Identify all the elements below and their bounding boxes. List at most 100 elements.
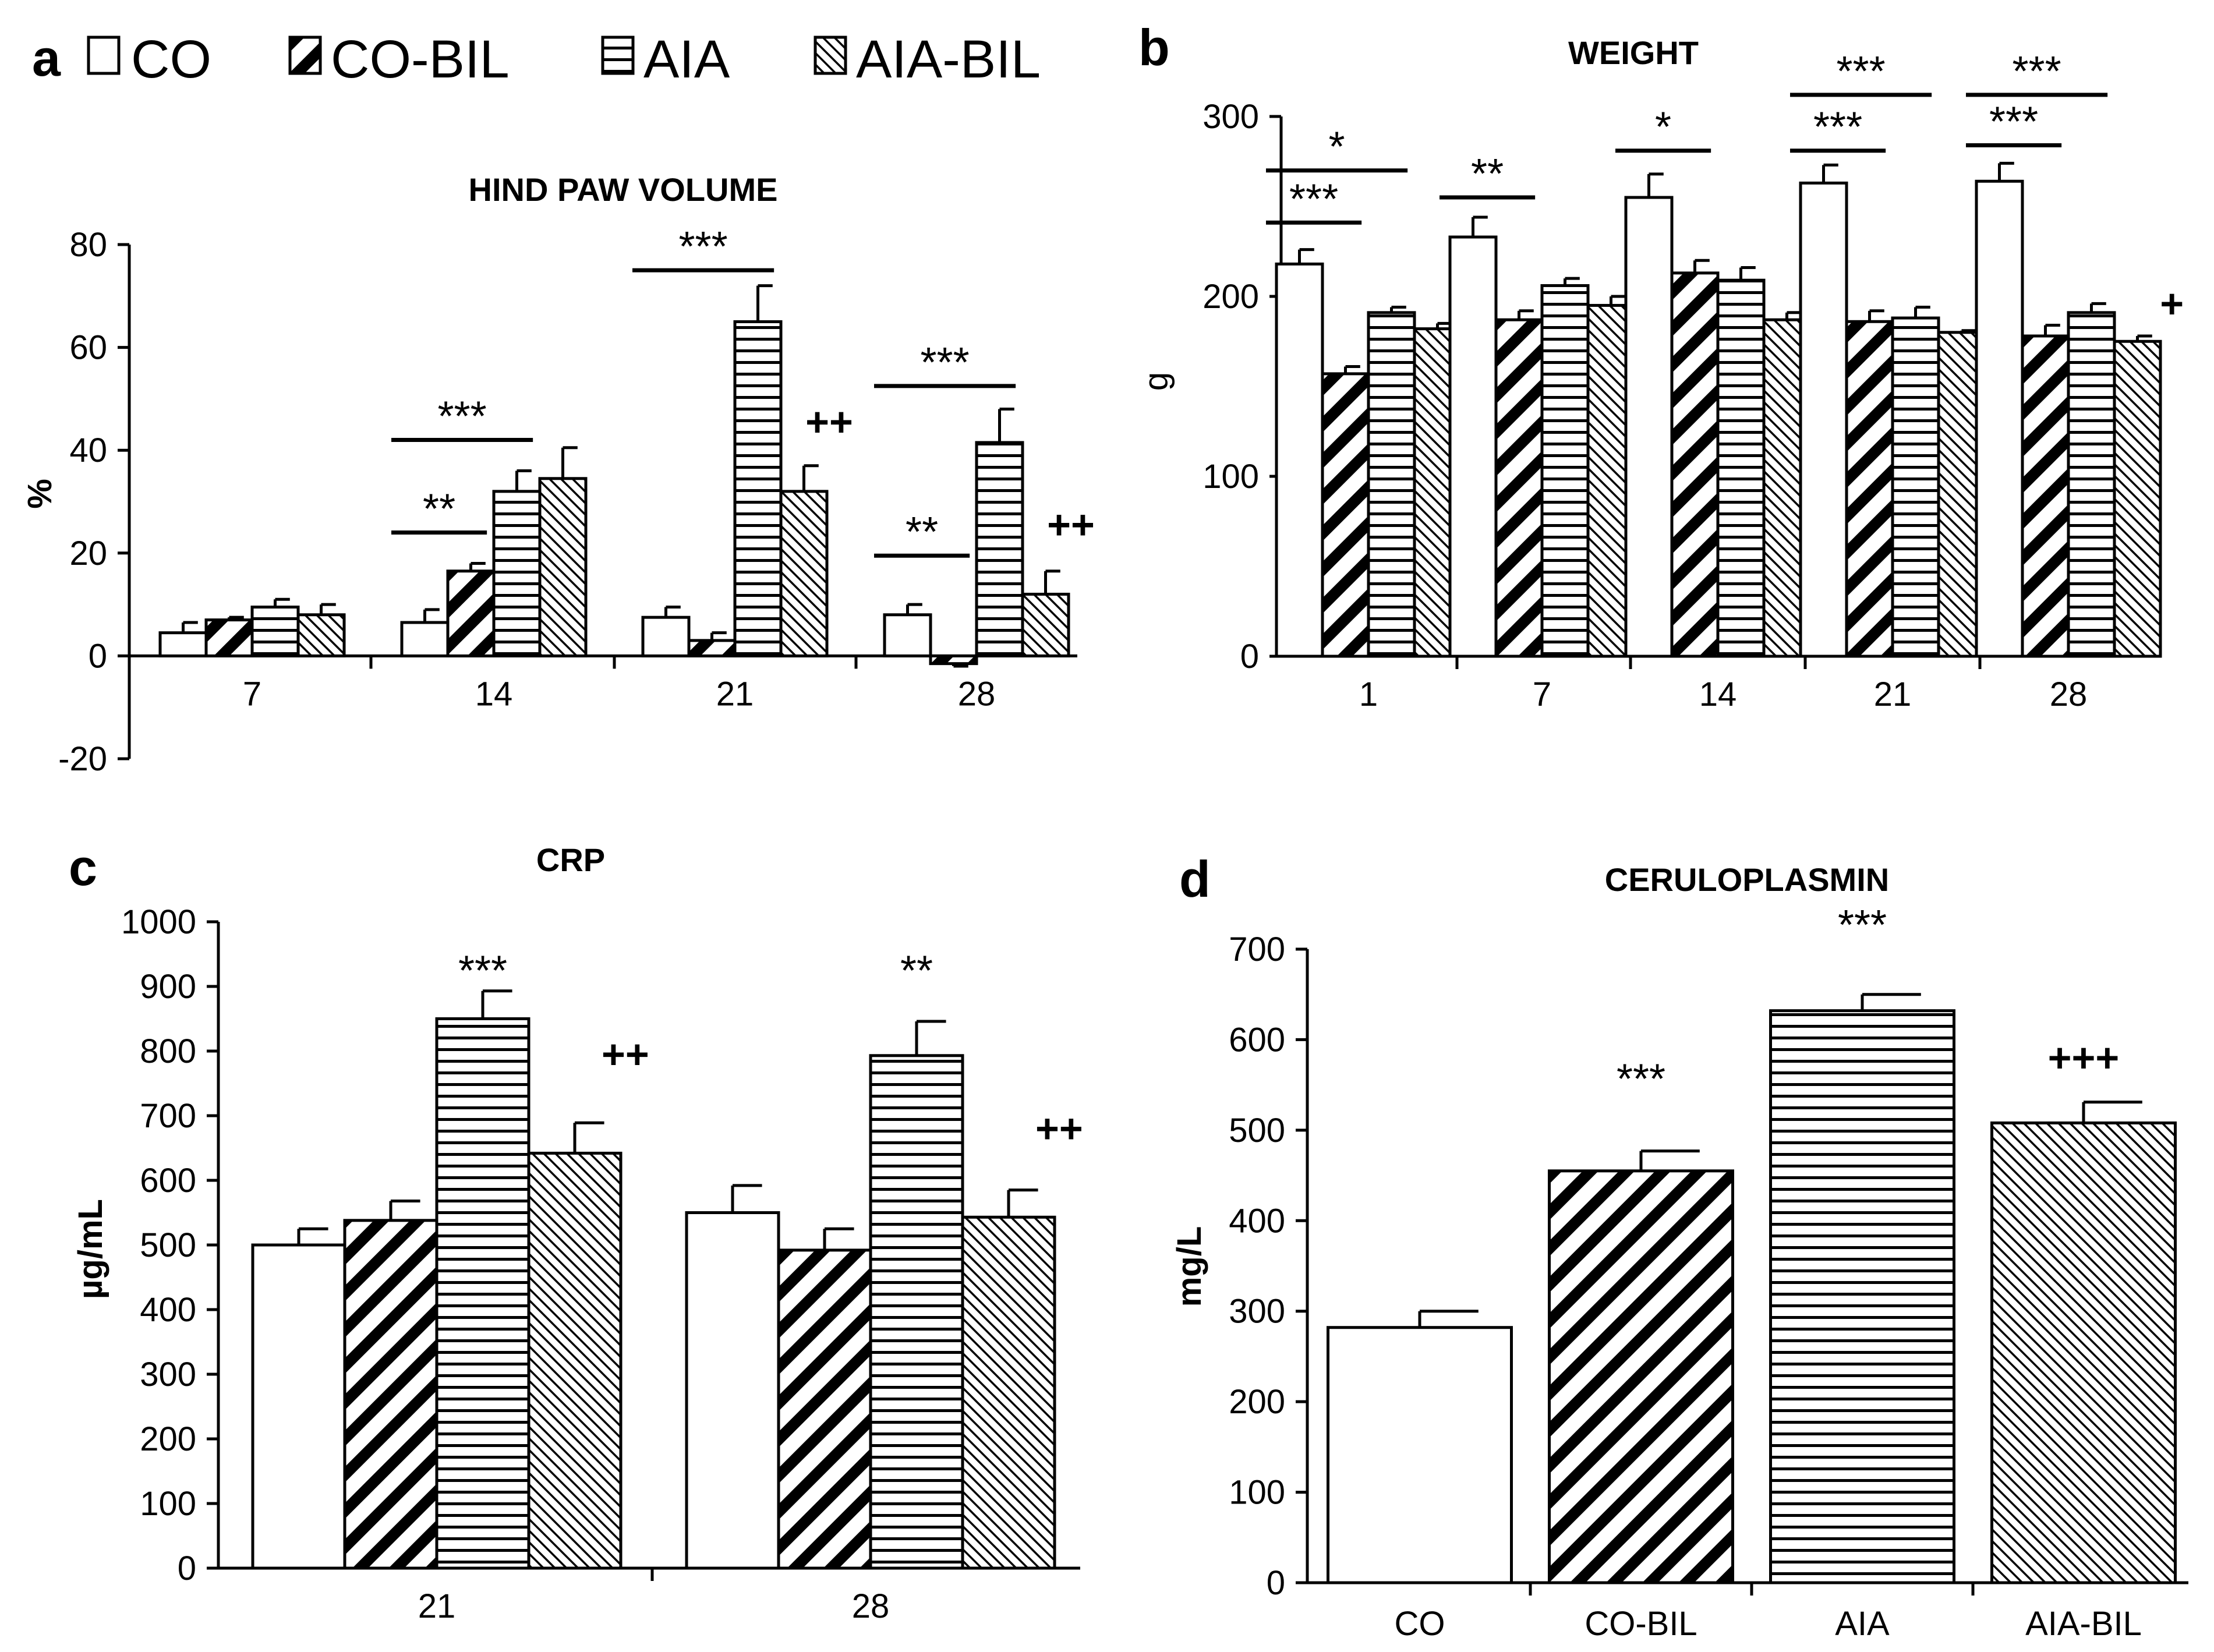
bar-b-aia-28 — [2067, 311, 2116, 658]
y-tick-label-d: 700 — [1229, 931, 1285, 968]
bar-c-aia-bil-21 — [527, 1151, 623, 1570]
error-bar-b-co-1 — [1298, 248, 1314, 264]
panel-d-ceruloplasmin: 0 100 200 300 400 500 600 700 CERULOPLASMIN mg/L C… — [1170, 861, 2188, 1643]
error-bar-d-co — [1418, 1310, 1479, 1328]
chart-title-a: HIND PAW VOLUME — [469, 171, 778, 208]
error-bar-c-co-21 — [297, 1227, 328, 1245]
legend-item-aia: AIA — [601, 30, 730, 89]
legend-swatch-aia-bil — [814, 36, 847, 75]
legend-swatch-co — [87, 36, 121, 75]
x-tick-label-d: CO-BIL — [1585, 1605, 1697, 1643]
bar-b-co-bil-28 — [2021, 334, 2070, 658]
error-bar-a-aia-21 — [756, 284, 773, 322]
legend-item-co: CO — [87, 30, 211, 89]
significance-mark-b: * — [1329, 124, 1345, 171]
bar-a-aia-14 — [492, 490, 542, 657]
error-bar-a-co-bil-7 — [228, 615, 244, 620]
error-bar-b-co-7 — [1472, 215, 1488, 238]
error-bar-b-co-bil-28 — [2044, 323, 2060, 336]
bar-a-co-7 — [158, 631, 208, 657]
y-tick-label-d: 100 — [1229, 1474, 1285, 1512]
significance-mark-a: *** — [921, 339, 970, 386]
chart-title-c: CRP — [536, 841, 605, 878]
bar-c-co-21 — [251, 1243, 346, 1570]
significance-mark-a: *** — [679, 224, 728, 270]
error-bar-b-co-bil-14 — [1693, 259, 1710, 273]
y-tick-label-c: 900 — [140, 968, 196, 1006]
bar-c-aia-bil-28 — [961, 1215, 1056, 1570]
bar-c-co-bil-21 — [343, 1219, 438, 1570]
bar-a-co-bil-28 — [929, 654, 978, 666]
significance-mark-b: *** — [1837, 48, 1886, 95]
x-tick-label-d: AIA-BIL — [2025, 1605, 2142, 1643]
error-bar-b-co-bil-7 — [1518, 309, 1534, 320]
bar-a-aia-7 — [250, 606, 300, 657]
bar-c-aia-28 — [869, 1054, 964, 1570]
x-tick-label-b: 28 — [2050, 675, 2088, 713]
y-tick-label-c: 0 — [178, 1550, 196, 1587]
error-bar-c-aia-bil-21 — [573, 1121, 604, 1154]
y-tick-label-c: 800 — [140, 1032, 196, 1070]
bar-d-aia — [1769, 1009, 1955, 1584]
legend-swatch-co-bil — [288, 36, 322, 75]
error-bar-a-aia-bil-14 — [561, 446, 578, 479]
bar-a-co-28 — [883, 613, 932, 657]
x-tick-label-d: AIA — [1835, 1605, 1890, 1643]
x-tick-label-d: CO — [1395, 1605, 1445, 1643]
bar-b-aia-7 — [1540, 284, 1590, 658]
bar-a-co-21 — [641, 615, 691, 657]
error-bar-d-co-bil — [1639, 1149, 1700, 1171]
y-axis-label-b: g — [1137, 372, 1175, 391]
legend-item-aia-bil: AIA-BIL — [814, 30, 1041, 89]
error-bar-c-co-28 — [731, 1184, 762, 1213]
x-tick-label-b: 14 — [1699, 675, 1737, 713]
chart-title-d: CERULOPLASMIN — [1605, 861, 1889, 898]
bar-b-co-bil-14 — [1670, 271, 1720, 658]
error-bar-a-co-bil-21 — [710, 631, 727, 641]
error-bar-c-aia-21 — [481, 989, 512, 1019]
x-tick-label-c: 28 — [852, 1587, 890, 1625]
error-bar-a-co-7 — [182, 621, 198, 633]
y-tick-label-c: 100 — [140, 1485, 196, 1523]
significance-mark-d: *** — [1838, 902, 1887, 949]
significance-mark-b: * — [1655, 104, 1671, 151]
error-bar-b-co-bil-21 — [1868, 309, 1884, 322]
legend-swatch-aia — [601, 36, 635, 75]
x-tick-label-a: 28 — [958, 675, 996, 713]
error-bar-a-aia-28 — [998, 408, 1014, 443]
panel-label-a: a — [32, 29, 61, 87]
y-tick-label-d: 300 — [1229, 1293, 1285, 1331]
significance-mark-b: ** — [1471, 151, 1504, 197]
bar-c-aia-21 — [435, 1017, 530, 1570]
error-bar-c-aia-28 — [915, 1020, 946, 1056]
error-bar-c-co-bil-21 — [389, 1200, 420, 1221]
legend: CO CO-BIL AIA AIA-BIL — [87, 30, 1041, 89]
y-tick-label-c: 700 — [140, 1097, 196, 1135]
significance-mark-c: *** — [458, 948, 507, 995]
error-bar-b-aia-14 — [1739, 266, 1756, 281]
legend-label-co: CO — [131, 30, 211, 89]
bar-a-co-bil-14 — [446, 569, 496, 657]
error-bar-b-co-21 — [1822, 163, 1838, 183]
bar-a-co-bil-7 — [204, 618, 254, 657]
bar-a-aia-bil-21 — [779, 490, 829, 657]
significance-mark-a: ** — [906, 509, 938, 556]
y-tick-label-b: 300 — [1203, 98, 1259, 136]
legend-label-co-bil: CO-BIL — [331, 30, 510, 89]
error-bar-d-aia-bil — [2082, 1101, 2142, 1123]
error-bar-a-co-bil-28 — [952, 663, 968, 668]
error-bar-a-co-bil-14 — [469, 561, 486, 571]
y-tick-label-c: 1000 — [121, 903, 196, 941]
error-bar-b-co-28 — [1998, 161, 2014, 182]
legend-item-co-bil: CO-BIL — [288, 30, 510, 89]
y-tick-label-c: 300 — [140, 1356, 196, 1393]
significance-mark-c: ** — [900, 948, 933, 995]
panel-label-d: d — [1179, 850, 1211, 908]
bar-b-aia-14 — [1716, 278, 1766, 658]
bar-d-co — [1327, 1326, 1513, 1584]
bar-a-co-bil-21 — [687, 639, 737, 657]
x-tick-label-a: 14 — [475, 675, 513, 713]
error-bar-b-aia-bil-21 — [1960, 329, 1976, 332]
